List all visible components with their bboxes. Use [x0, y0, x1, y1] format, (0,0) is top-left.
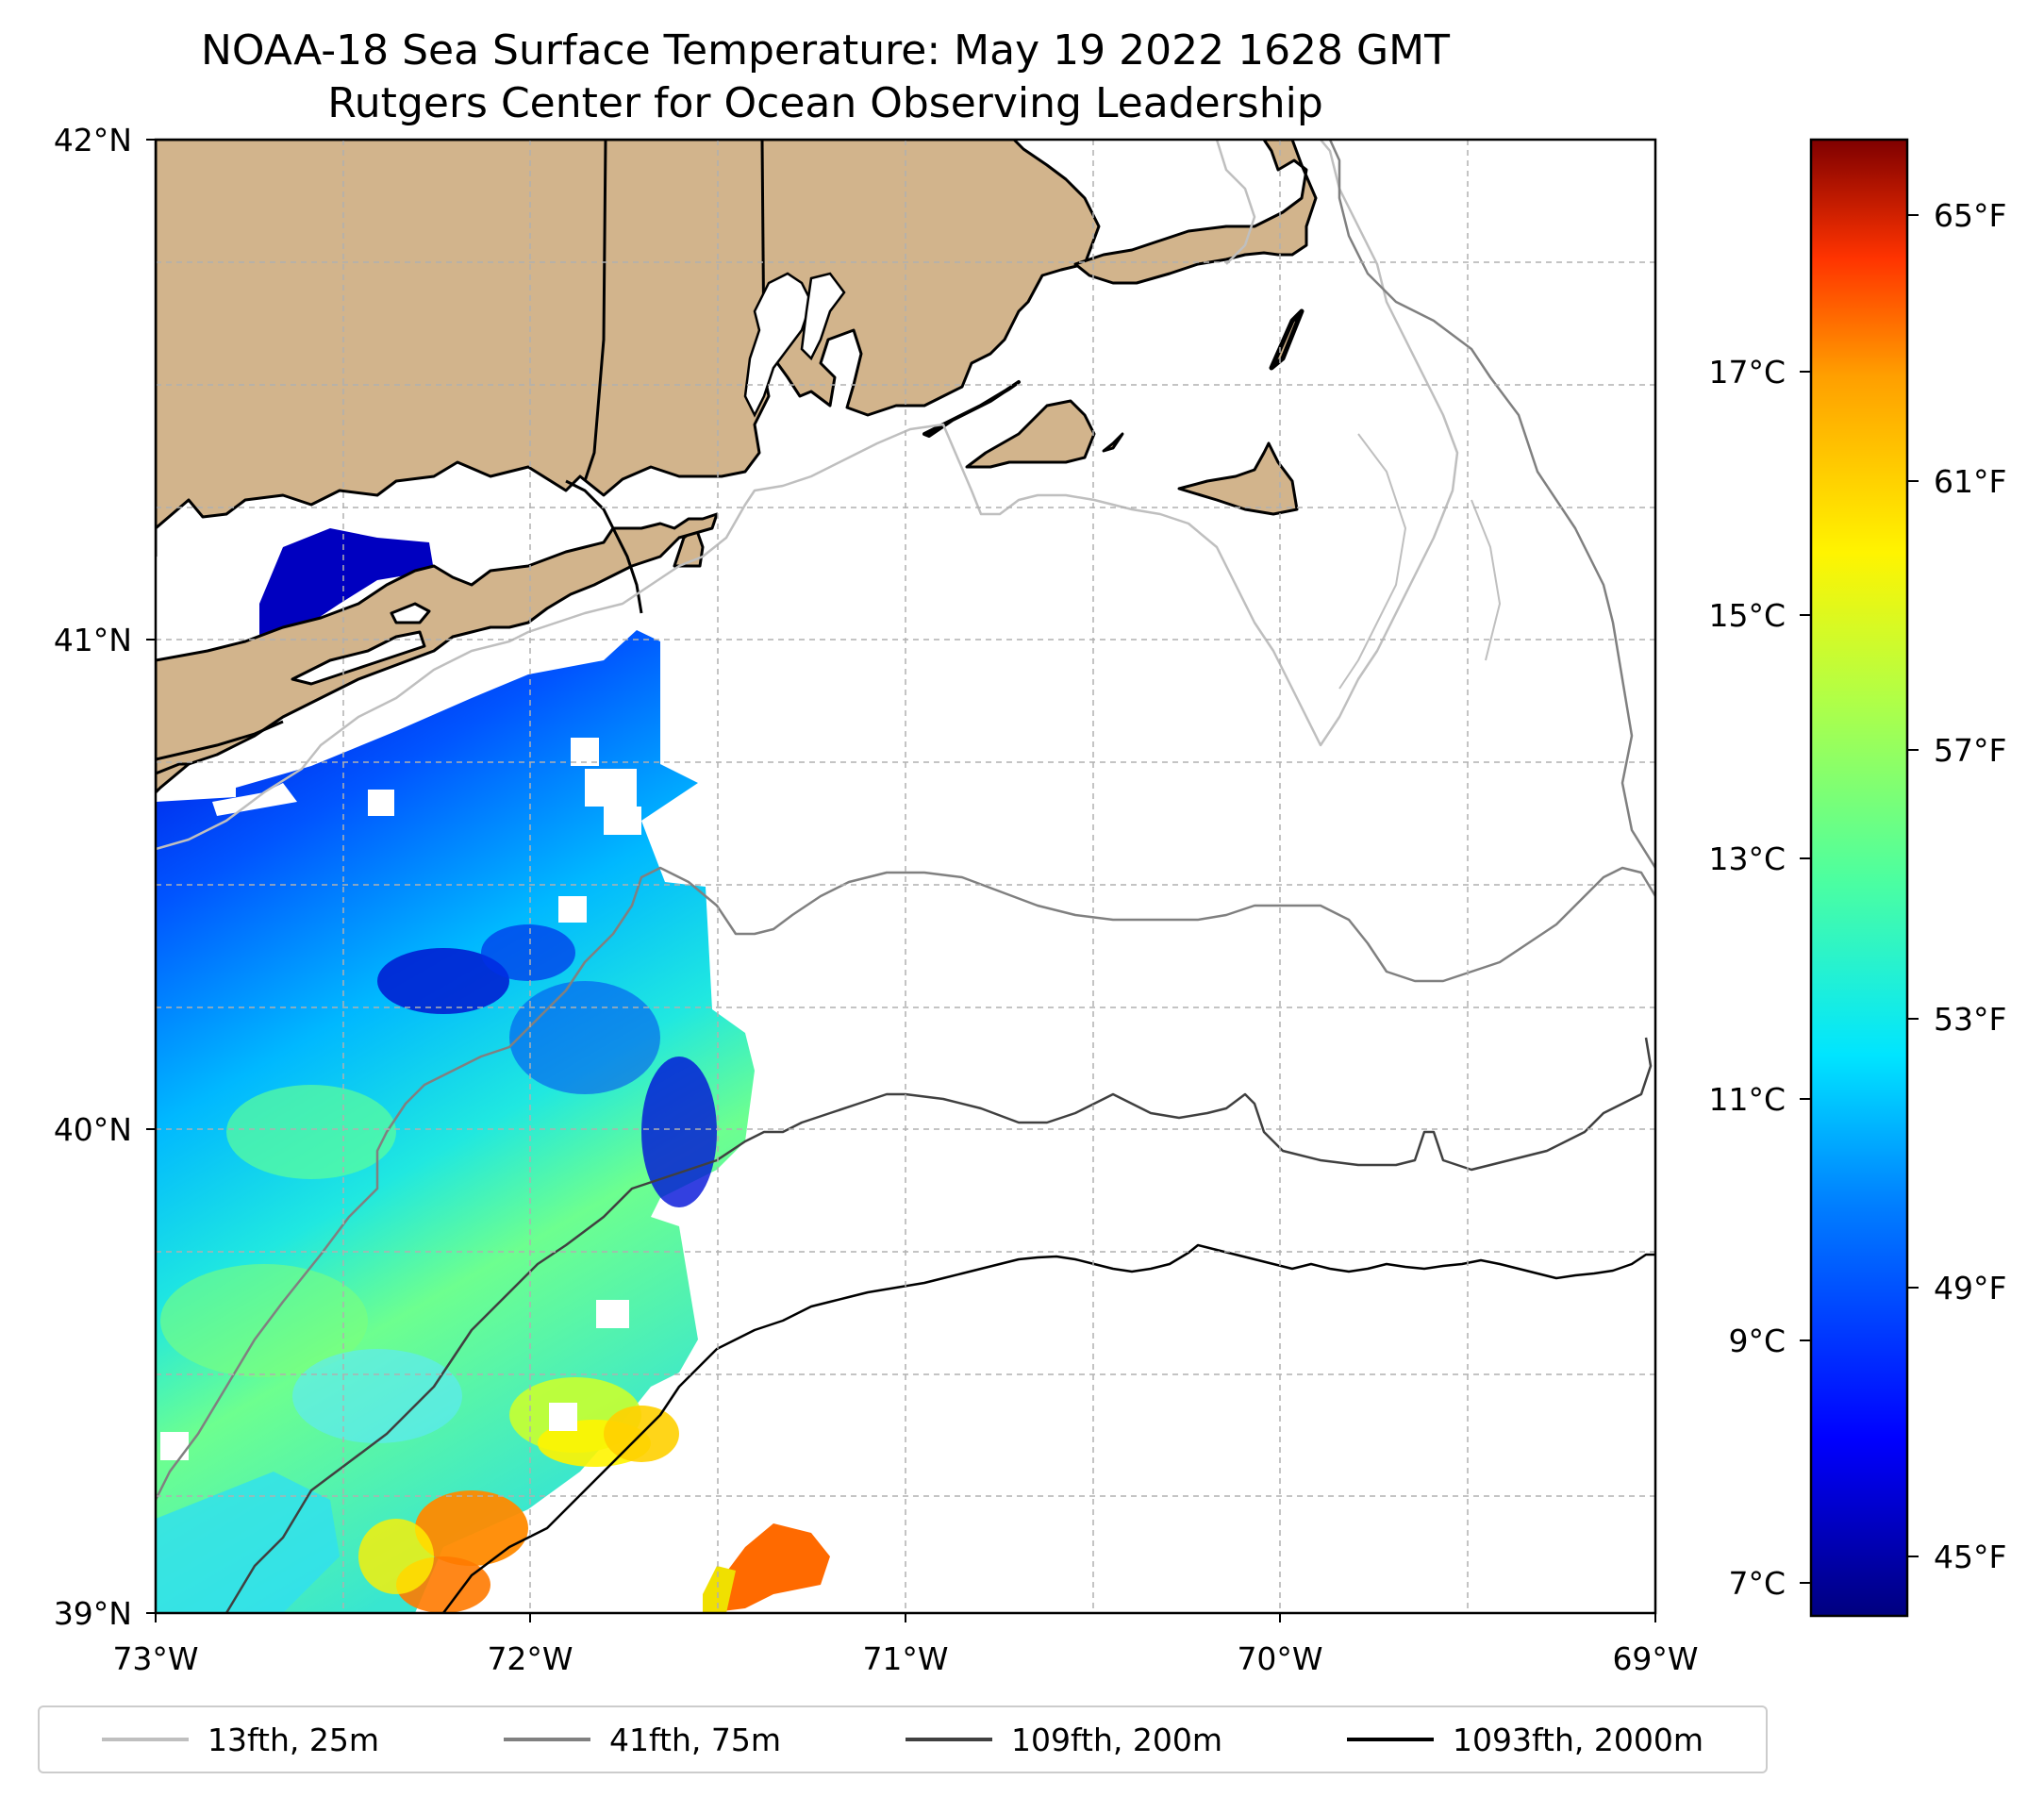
colorbar-fahrenheit-65: 65°F — [1934, 197, 2006, 234]
map-subtitle: Rutgers Center for Ocean Observing Leade… — [327, 79, 1323, 127]
colorbar-gradient — [1809, 138, 1909, 1618]
axis-ticks — [146, 139, 1656, 1622]
map-title: NOAA-18 Sea Surface Temperature: May 19 … — [201, 26, 1450, 75]
legend-item-200m: 109fth, 200m — [906, 1722, 1222, 1758]
lon-label-69w: 69°W — [1612, 1640, 1698, 1677]
lon-label-71w: 71°W — [862, 1640, 948, 1677]
legend-swatch-25m — [102, 1738, 189, 1741]
depth-legend: 13fth, 25m 41fth, 75m 109fth, 200m 1093f… — [38, 1705, 1768, 1773]
legend-item-2000m: 1093fth, 2000m — [1347, 1722, 1703, 1758]
legend-swatch-200m — [906, 1738, 992, 1741]
colorbar-celsius-7: 7°C — [1728, 1565, 1786, 1602]
colorbar: 17°C 15°C 13°C 11°C 9°C 7°C 65°F 61°F 57… — [1708, 138, 2006, 1618]
contour-25m — [156, 140, 1459, 851]
colorbar-celsius-15: 15°C — [1708, 597, 1786, 634]
legend-label-200m: 109fth, 200m — [1011, 1721, 1222, 1758]
map-plot-area — [156, 140, 1655, 1613]
colorbar-fahrenheit-57: 57°F — [1934, 732, 2006, 769]
land-layer — [156, 140, 1318, 794]
lat-label-41n: 41°N — [54, 622, 132, 658]
legend-label-75m: 41fth, 75m — [609, 1721, 781, 1758]
lon-label-73w: 73°W — [112, 1640, 198, 1677]
colorbar-fahrenheit-53: 53°F — [1934, 1001, 2006, 1038]
colorbar-celsius-13: 13°C — [1708, 840, 1786, 877]
colorbar-celsius-11: 11°C — [1708, 1081, 1786, 1118]
contour-75m — [156, 866, 1655, 1501]
colorbar-fahrenheit-61: 61°F — [1934, 463, 2006, 500]
legend-label-25m: 13fth, 25m — [208, 1721, 379, 1758]
legend-swatch-2000m — [1347, 1738, 1434, 1741]
colorbar-celsius-9: 9°C — [1728, 1323, 1786, 1359]
colorbar-fahrenheit-49: 49°F — [1934, 1270, 2006, 1306]
contour-200m — [224, 1037, 1653, 1613]
gridlines — [156, 140, 1655, 1613]
contour-2000m — [442, 1243, 1655, 1613]
legend-swatch-75m — [504, 1738, 590, 1741]
lat-label-42n: 42°N — [54, 122, 132, 158]
bays-layer — [743, 272, 846, 418]
lon-label-72w: 72°W — [487, 1640, 573, 1677]
legend-label-2000m: 1093fth, 2000m — [1453, 1721, 1703, 1758]
lat-label-40n: 40°N — [54, 1111, 132, 1148]
lon-label-70w: 70°W — [1237, 1640, 1322, 1677]
sst-data-layer — [156, 528, 830, 1613]
depth-contours — [156, 140, 1655, 1613]
lat-label-39n: 39°N — [54, 1595, 132, 1632]
colorbar-celsius-17: 17°C — [1708, 354, 1786, 391]
legend-item-75m: 41fth, 75m — [504, 1722, 781, 1758]
colorbar-fahrenheit-45: 45°F — [1934, 1539, 2006, 1575]
legend-item-25m: 13fth, 25m — [102, 1722, 379, 1758]
